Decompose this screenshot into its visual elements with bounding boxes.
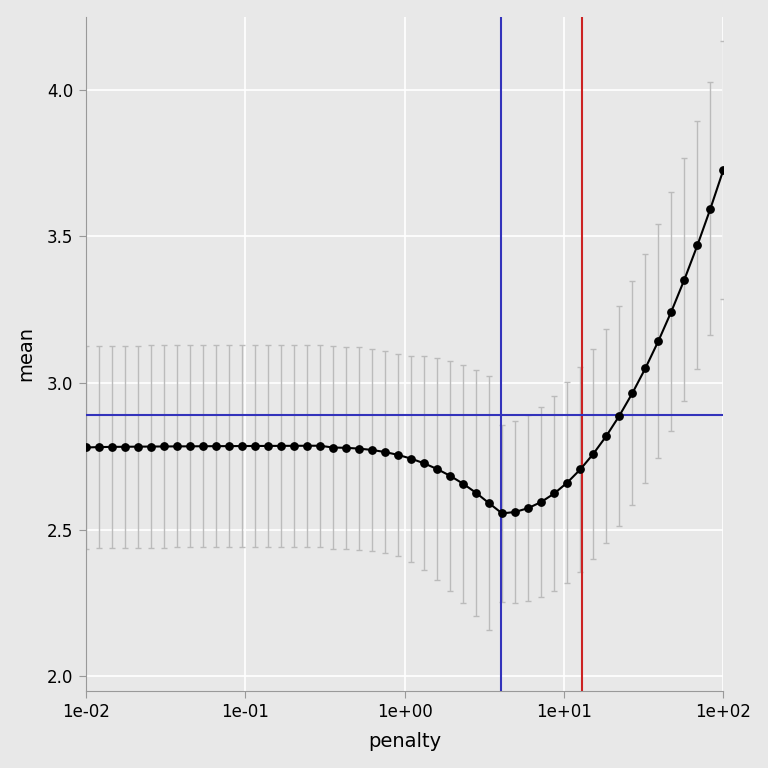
Point	[717, 164, 730, 176]
Point	[118, 441, 131, 453]
Point	[262, 440, 274, 452]
Point	[483, 497, 495, 509]
Point	[144, 440, 157, 452]
Point	[339, 442, 352, 454]
Point	[236, 440, 248, 452]
Point	[587, 448, 599, 460]
Point	[626, 387, 638, 399]
Point	[131, 441, 144, 453]
Point	[197, 440, 209, 452]
Point	[639, 362, 651, 375]
Point	[92, 441, 104, 453]
Point	[366, 444, 378, 456]
Point	[470, 487, 482, 499]
Point	[223, 440, 235, 452]
Point	[249, 440, 261, 452]
Point	[665, 306, 677, 318]
Point	[535, 496, 548, 508]
Point	[392, 449, 404, 461]
Point	[80, 442, 92, 454]
Point	[379, 446, 391, 458]
Point	[353, 442, 365, 455]
X-axis label: penalty: penalty	[368, 733, 441, 751]
Point	[314, 439, 326, 452]
Point	[288, 439, 300, 452]
Point	[509, 506, 521, 518]
Point	[210, 440, 222, 452]
Point	[431, 463, 443, 475]
Point	[691, 240, 703, 252]
Point	[600, 430, 612, 442]
Point	[574, 463, 587, 475]
Point	[327, 442, 339, 454]
Point	[704, 203, 717, 215]
Point	[301, 439, 313, 452]
Point	[652, 335, 664, 347]
Point	[444, 470, 456, 482]
Point	[613, 409, 625, 422]
Point	[496, 508, 508, 520]
Point	[170, 440, 183, 452]
Point	[548, 488, 561, 500]
Point	[561, 476, 574, 488]
Point	[275, 440, 287, 452]
Point	[418, 457, 430, 469]
Point	[184, 440, 196, 452]
Point	[522, 502, 535, 515]
Point	[157, 440, 170, 452]
Point	[457, 478, 469, 490]
Point	[678, 273, 690, 286]
Point	[405, 452, 417, 465]
Y-axis label: mean: mean	[17, 326, 35, 381]
Point	[105, 441, 118, 453]
